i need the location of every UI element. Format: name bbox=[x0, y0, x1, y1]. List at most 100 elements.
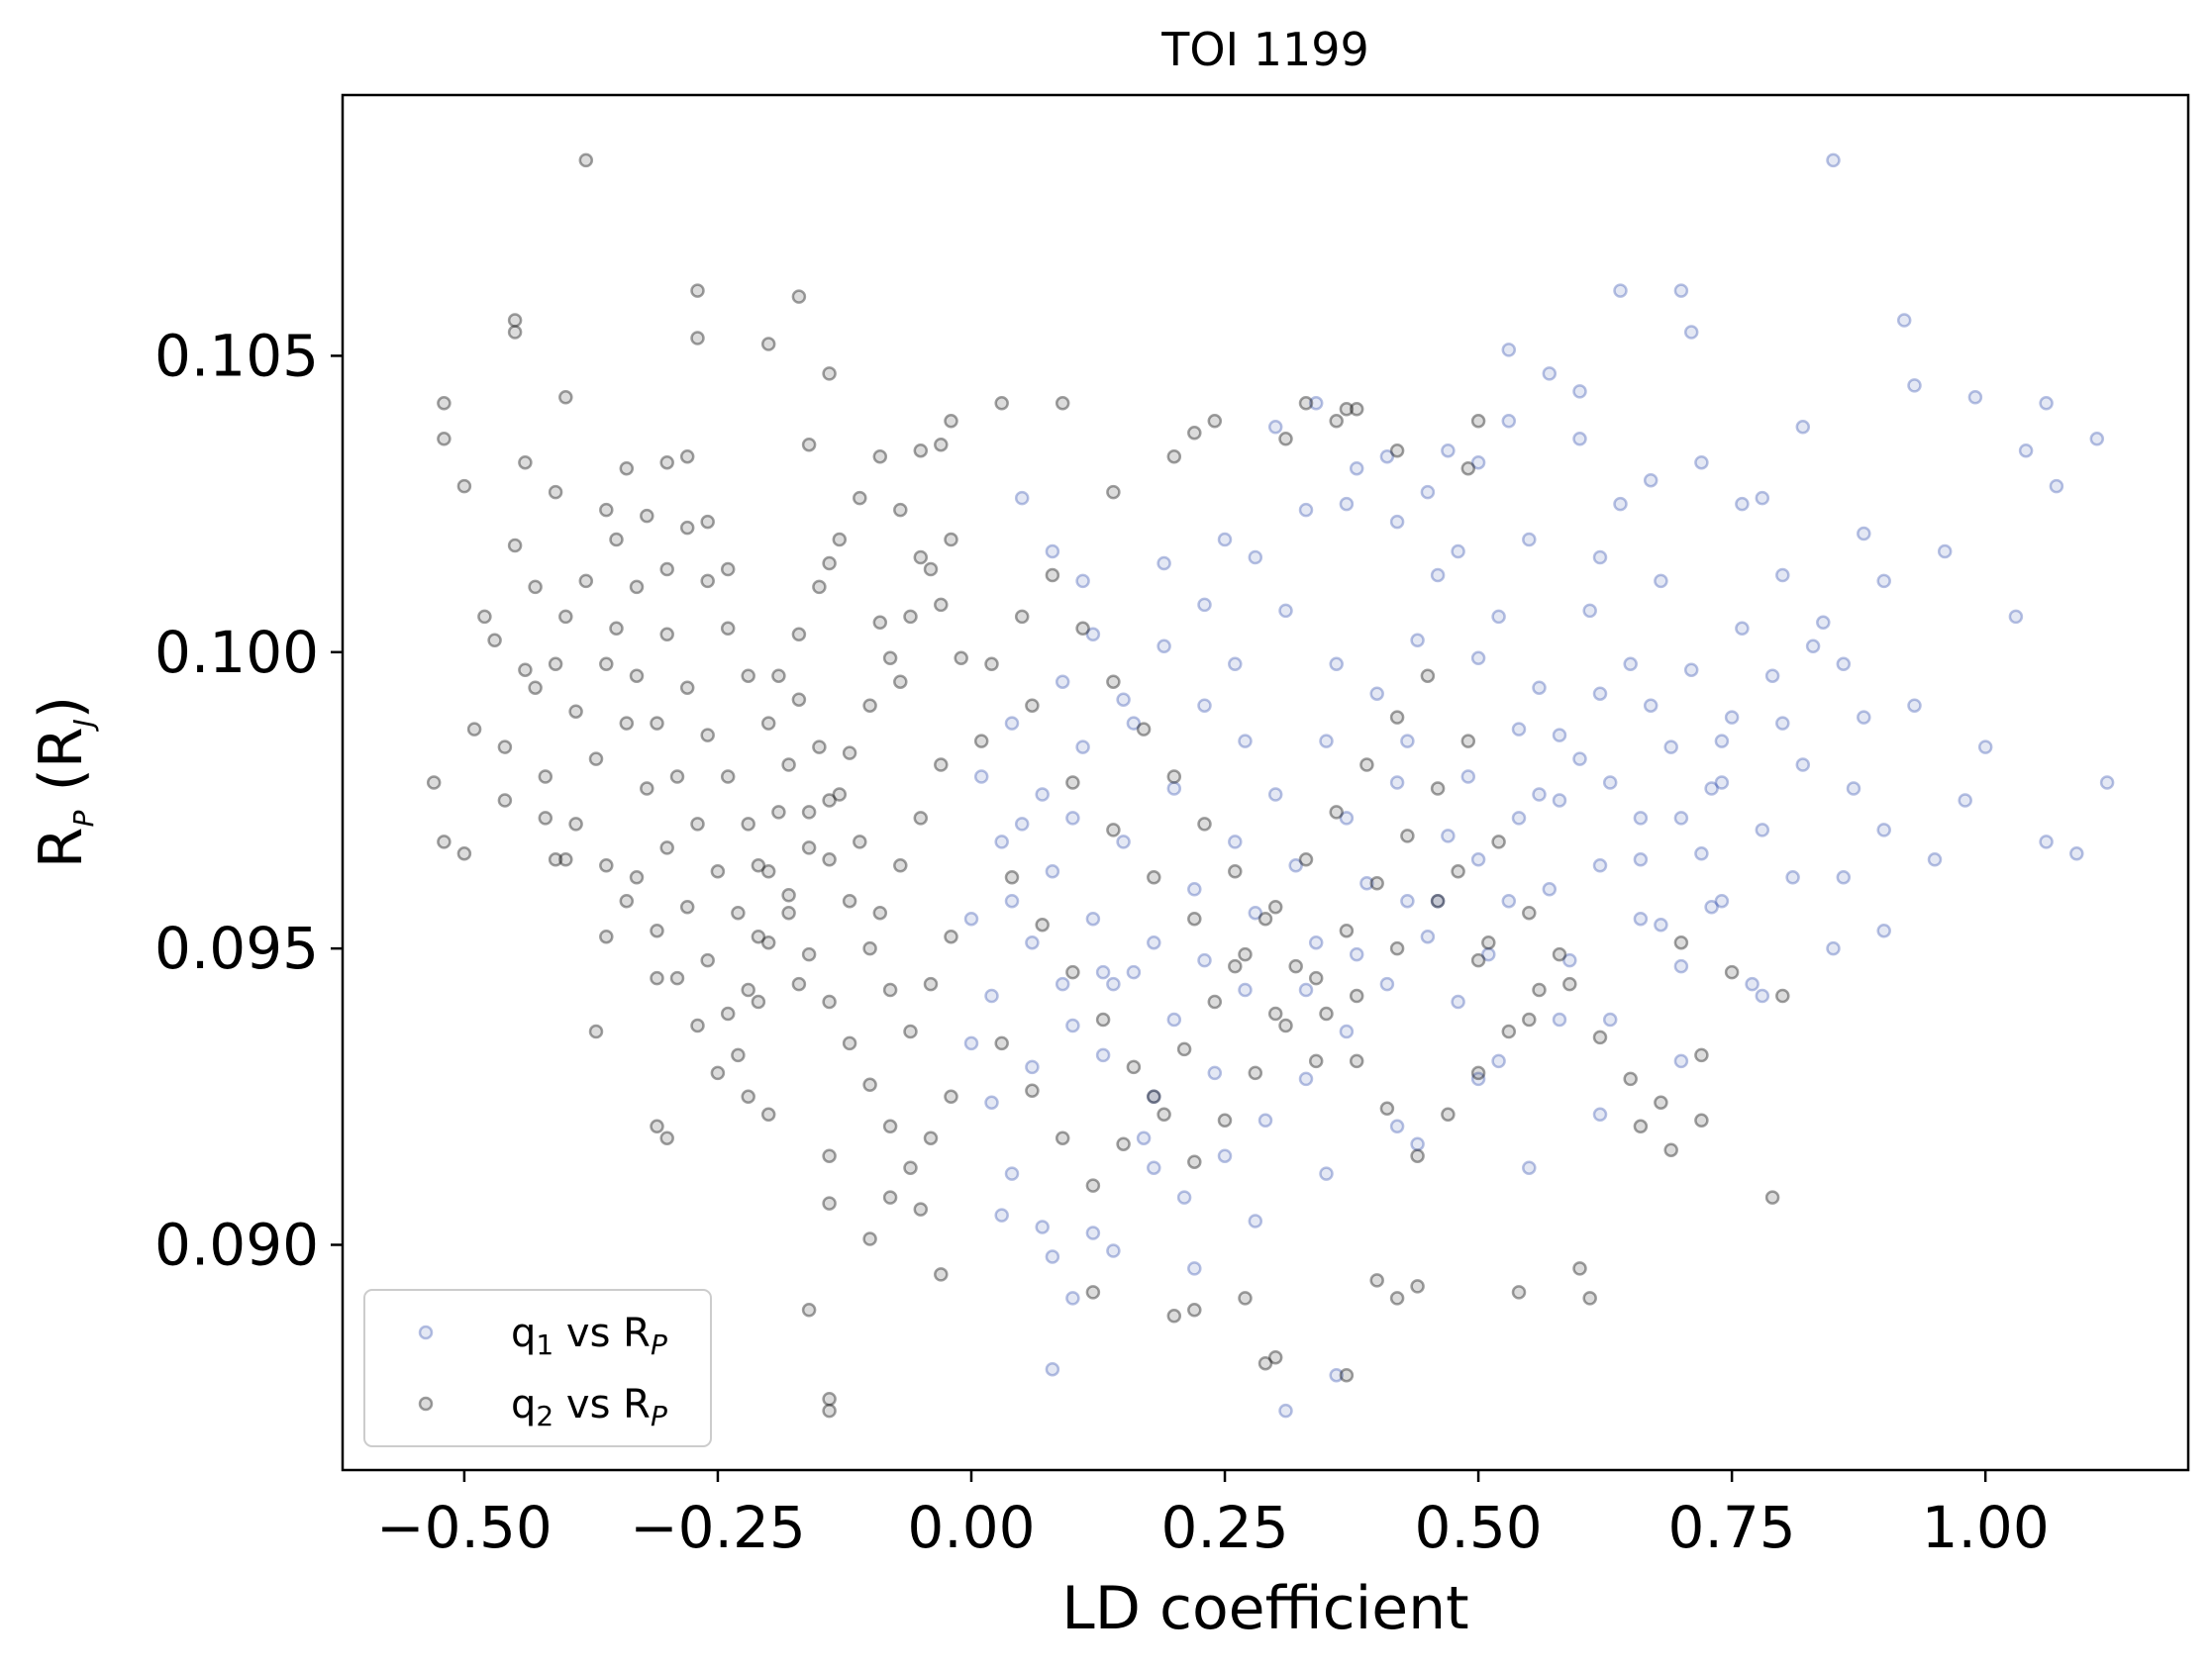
data-point bbox=[599, 929, 614, 944]
data-point bbox=[1228, 835, 1243, 849]
data-point bbox=[1470, 852, 1486, 867]
data-point bbox=[1582, 1291, 1597, 1306]
data-point bbox=[781, 757, 796, 772]
data-point bbox=[1724, 710, 1740, 725]
data-point bbox=[710, 864, 726, 879]
data-point bbox=[1004, 870, 1020, 885]
data-point bbox=[882, 982, 898, 998]
data-point bbox=[1298, 1071, 1314, 1087]
data-point bbox=[1339, 1024, 1355, 1039]
data-point bbox=[1379, 976, 1395, 992]
data-point bbox=[1095, 964, 1111, 980]
data-point bbox=[1654, 1095, 1668, 1111]
legend-q2-sub2: P bbox=[651, 1400, 667, 1432]
data-point bbox=[1147, 934, 1161, 950]
x-tick-label: 0.00 bbox=[907, 1494, 1035, 1561]
data-point bbox=[973, 734, 989, 748]
data-point bbox=[720, 769, 736, 784]
data-point bbox=[1673, 1053, 1689, 1069]
data-point bbox=[1065, 1291, 1080, 1306]
data-point bbox=[2039, 396, 2054, 411]
data-point bbox=[659, 627, 674, 642]
data-point bbox=[1745, 976, 1760, 992]
data-point bbox=[1147, 1089, 1161, 1105]
data-point bbox=[1441, 829, 1456, 843]
data-point bbox=[1014, 490, 1030, 506]
data-point bbox=[1805, 639, 1821, 654]
data-point bbox=[1420, 668, 1436, 683]
data-point bbox=[1420, 929, 1436, 944]
data-point bbox=[1329, 656, 1344, 672]
data-point bbox=[1166, 448, 1182, 464]
data-point bbox=[1267, 1349, 1283, 1365]
data-point bbox=[659, 454, 674, 470]
chart-title: TOI 1199 bbox=[1160, 23, 1369, 76]
data-point bbox=[1045, 864, 1060, 879]
data-point bbox=[1389, 1119, 1405, 1134]
data-point bbox=[1977, 739, 1993, 754]
data-point bbox=[760, 934, 776, 950]
data-point bbox=[1663, 739, 1678, 754]
data-point bbox=[1511, 722, 1527, 737]
legend-box bbox=[363, 1289, 712, 1447]
data-point bbox=[1228, 656, 1243, 672]
data-point bbox=[1217, 532, 1233, 547]
data-point bbox=[1319, 734, 1334, 748]
data-point bbox=[1359, 757, 1374, 772]
data-point bbox=[1602, 775, 1618, 790]
data-point bbox=[1298, 982, 1314, 998]
data-point bbox=[934, 597, 949, 613]
data-point bbox=[1441, 443, 1456, 458]
data-point bbox=[741, 817, 755, 832]
data-point bbox=[1298, 396, 1314, 411]
data-point bbox=[558, 609, 573, 625]
data-point bbox=[1958, 793, 1972, 808]
data-point bbox=[548, 656, 563, 672]
data-point bbox=[1207, 414, 1223, 429]
data-point bbox=[690, 817, 705, 832]
data-point bbox=[1592, 1030, 1608, 1045]
data-point bbox=[791, 976, 807, 992]
data-point bbox=[1826, 940, 1841, 956]
data-point bbox=[1451, 543, 1465, 559]
data-point bbox=[893, 502, 908, 518]
x-axis: −0.50 −0.25 0.00 0.25 0.50 0.75 1.00 bbox=[376, 1470, 2050, 1561]
data-point bbox=[1522, 532, 1537, 547]
data-point bbox=[1288, 858, 1303, 873]
data-point bbox=[1592, 1107, 1608, 1123]
data-point bbox=[669, 970, 685, 986]
data-point bbox=[1197, 817, 1212, 832]
legend-q2-main: q bbox=[511, 1382, 536, 1427]
data-point bbox=[1187, 1154, 1202, 1169]
data-point bbox=[1187, 1303, 1202, 1318]
data-point bbox=[822, 852, 837, 867]
data-point bbox=[1470, 952, 1486, 968]
data-point bbox=[1572, 751, 1587, 766]
data-point bbox=[669, 769, 685, 784]
data-point bbox=[1136, 1131, 1152, 1145]
data-point bbox=[1491, 835, 1506, 849]
data-point bbox=[1379, 448, 1395, 464]
y-tick-label: 0.095 bbox=[154, 915, 319, 982]
data-point bbox=[437, 835, 452, 849]
data-point bbox=[1025, 1059, 1040, 1075]
data-point bbox=[538, 811, 553, 826]
data-point bbox=[1511, 811, 1527, 826]
x-tick-label: 0.25 bbox=[1160, 1494, 1288, 1561]
data-point bbox=[568, 817, 583, 832]
data-point bbox=[679, 680, 695, 695]
data-point bbox=[913, 1202, 929, 1217]
data-point bbox=[1907, 378, 1922, 393]
data-point bbox=[1004, 893, 1020, 909]
data-point bbox=[842, 745, 857, 760]
data-point bbox=[1470, 454, 1486, 470]
data-point bbox=[1187, 1261, 1202, 1276]
data-point bbox=[497, 793, 513, 808]
data-point bbox=[1278, 603, 1293, 619]
data-point bbox=[1602, 1012, 1618, 1028]
legend-q1-sub: 1 bbox=[536, 1328, 553, 1361]
data-point bbox=[1359, 876, 1374, 891]
data-point bbox=[994, 1035, 1009, 1051]
legend-q1-mid: vs R bbox=[553, 1311, 651, 1356]
data-point bbox=[1795, 757, 1811, 772]
